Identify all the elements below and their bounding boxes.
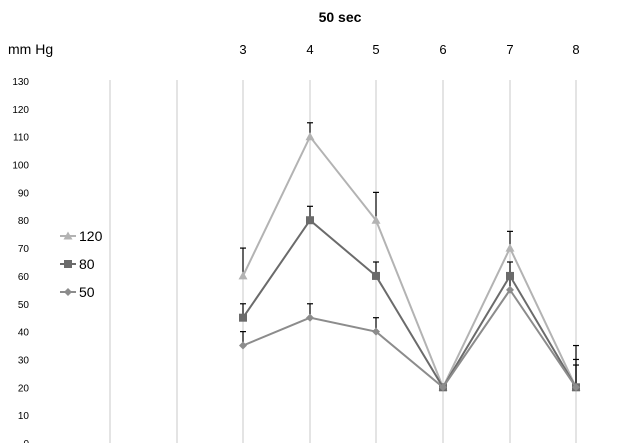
point-120-3 [305, 132, 315, 141]
point-50-7 [572, 383, 580, 392]
legend-label-80: 80 [79, 256, 95, 272]
y-tick-90: 90 [18, 188, 30, 199]
point-80-3 [306, 216, 314, 225]
series-line-120 [242, 134, 577, 390]
chart-title: 50 sec [319, 9, 362, 25]
point-50-4 [372, 327, 380, 336]
legend-marker-120 [63, 231, 73, 240]
legend-marker-50 [64, 288, 72, 296]
y-tick-10: 10 [18, 411, 30, 422]
error-bars [240, 122, 579, 388]
legend: 120 80 50 [60, 228, 103, 300]
y-tick-110: 110 [13, 133, 29, 144]
category-labels: 3 4 5 6 7 8 [239, 42, 579, 57]
point-120-4 [371, 215, 381, 224]
category-label-4: 4 [306, 42, 313, 57]
legend-label-50: 50 [79, 284, 95, 300]
category-label-8: 8 [572, 42, 579, 57]
point-80-2 [239, 313, 247, 322]
y-tick-30: 30 [18, 355, 30, 366]
y-tick-40: 40 [18, 328, 30, 339]
series-line-50 [242, 288, 577, 389]
y-tick-100: 100 [12, 161, 29, 172]
point-80-6 [506, 271, 514, 280]
point-120-2 [238, 271, 248, 280]
y-tick-80: 80 [18, 216, 30, 227]
y-tick-50: 50 [18, 300, 30, 311]
y-tick-60: 60 [18, 272, 30, 283]
point-80-4 [372, 271, 380, 280]
category-label-6: 6 [439, 42, 446, 57]
y-tick-120: 120 [12, 105, 29, 116]
y-tick-70: 70 [18, 244, 30, 255]
y-tick-20: 20 [18, 383, 30, 394]
grid-lines [109, 80, 577, 443]
point-50-3 [306, 313, 314, 322]
legend-label-120: 120 [79, 228, 103, 244]
point-50-6 [506, 285, 514, 294]
y-axis-label: mm Hg [8, 41, 53, 57]
point-50-5 [439, 383, 447, 392]
series-line-80 [242, 218, 577, 390]
category-label-5: 5 [372, 42, 379, 57]
point-120-6 [505, 243, 515, 252]
point-50-2 [239, 341, 247, 350]
y-tick-0: 0 [23, 439, 29, 443]
series-lines [238, 132, 581, 392]
y-tick-130: 130 [12, 77, 29, 88]
category-label-7: 7 [506, 42, 513, 57]
y-axis-ticks: 0 10 20 30 40 50 60 70 80 90 100 110 120 130 [12, 77, 29, 443]
category-label-3: 3 [239, 42, 246, 57]
legend-marker-80 [64, 260, 72, 268]
